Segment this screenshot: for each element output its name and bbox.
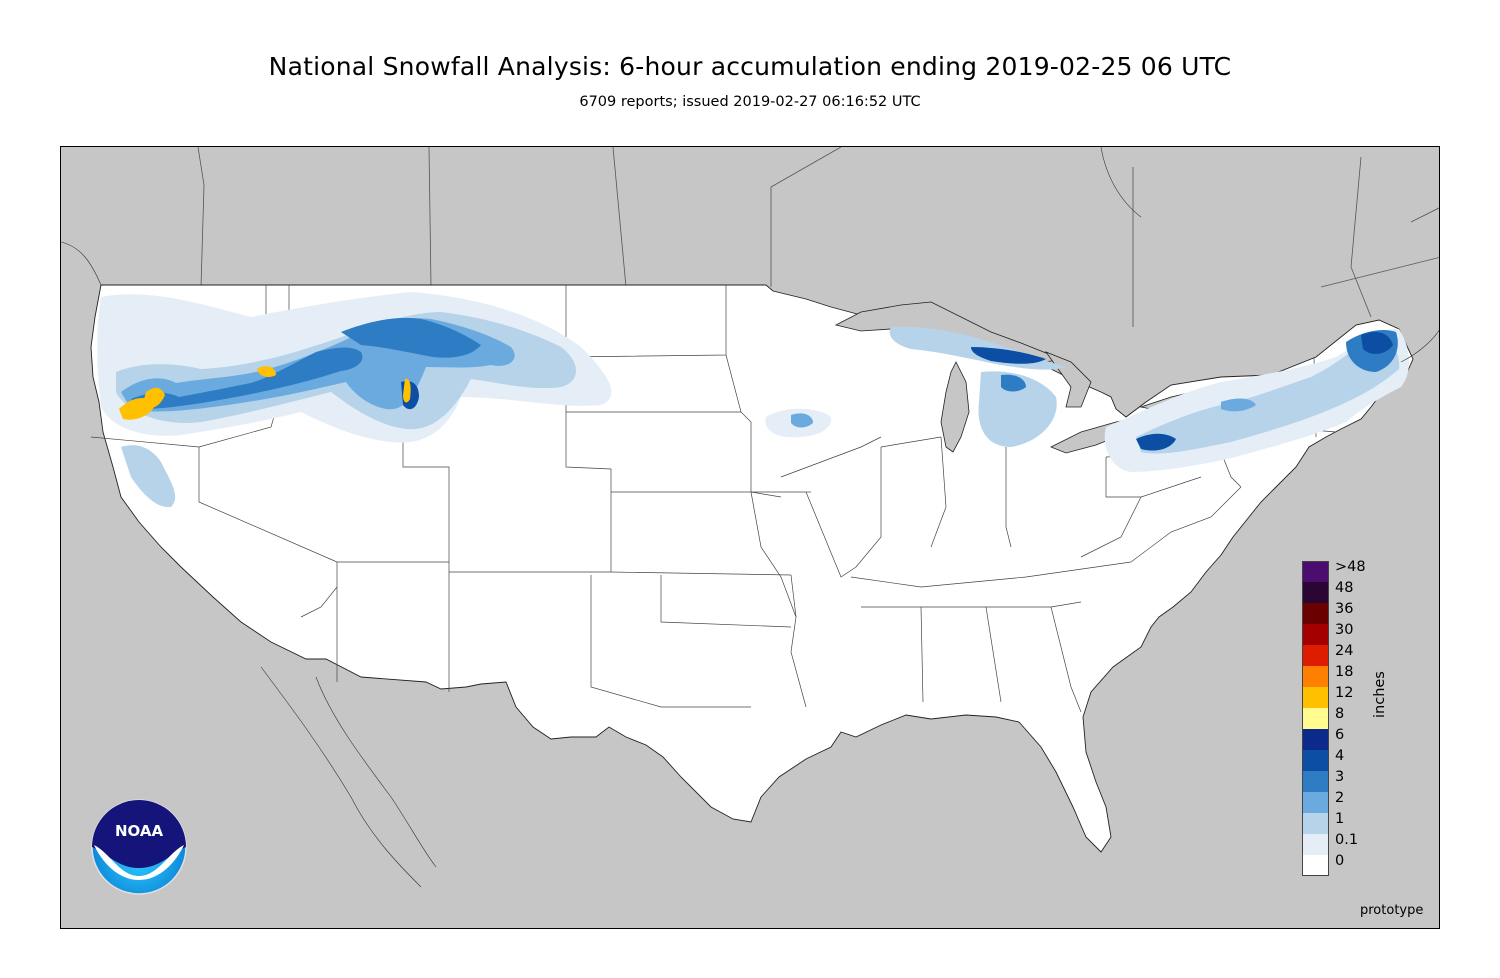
state-borders: [90, 285, 1337, 713]
legend-label: 30: [1335, 622, 1354, 638]
legend-swatch: [1302, 561, 1329, 582]
legend-label: 4: [1335, 748, 1345, 764]
legend-swatch: [1302, 792, 1329, 813]
legend-units-label: inches: [1372, 671, 1388, 718]
snowfall-shading: [97, 292, 1410, 508]
legend-label: 6: [1335, 727, 1345, 743]
legend-swatch: [1302, 687, 1329, 708]
legend-label: 3: [1335, 769, 1345, 785]
legend-label: 8: [1335, 706, 1345, 722]
snowfall-map: [60, 146, 1440, 929]
legend-swatch: [1302, 645, 1329, 666]
legend-swatch: [1302, 750, 1329, 771]
neighbor-borders: [197, 147, 1439, 327]
legend-label: >48: [1335, 559, 1366, 575]
coastline: [61, 147, 1439, 888]
legend-swatch: [1302, 603, 1329, 624]
legend-label: 1: [1335, 811, 1345, 827]
legend-swatch: [1302, 729, 1329, 750]
legend-label: 36: [1335, 601, 1354, 617]
legend-swatch: [1302, 834, 1329, 855]
page-title: National Snowfall Analysis: 6-hour accum…: [268, 52, 1232, 81]
legend-label: 2: [1335, 790, 1345, 806]
noaa-logo: NOAA: [90, 798, 188, 896]
legend-label: 18: [1335, 664, 1354, 680]
legend-swatch: [1302, 624, 1329, 645]
legend-swatch: [1302, 666, 1329, 687]
legend-label: 12: [1335, 685, 1354, 701]
legend-swatch: [1302, 708, 1329, 729]
legend-swatch: [1302, 771, 1329, 792]
legend-label: 0.1: [1335, 832, 1359, 848]
legend-label: 24: [1335, 643, 1354, 659]
noaa-logo-graphic: NOAA: [91, 799, 187, 895]
legend-label: 0: [1335, 853, 1345, 869]
map-canvas: [61, 147, 1439, 888]
prototype-watermark: prototype: [1360, 903, 1424, 918]
legend-swatch: [1302, 582, 1329, 603]
legend-label: 48: [1335, 580, 1354, 596]
legend-swatch: [1302, 813, 1329, 834]
legend-swatch: [1302, 855, 1329, 876]
noaa-logo-text: NOAA: [115, 822, 164, 840]
page-subtitle: 6709 reports; issued 2019-02-27 06:16:52…: [579, 94, 921, 110]
